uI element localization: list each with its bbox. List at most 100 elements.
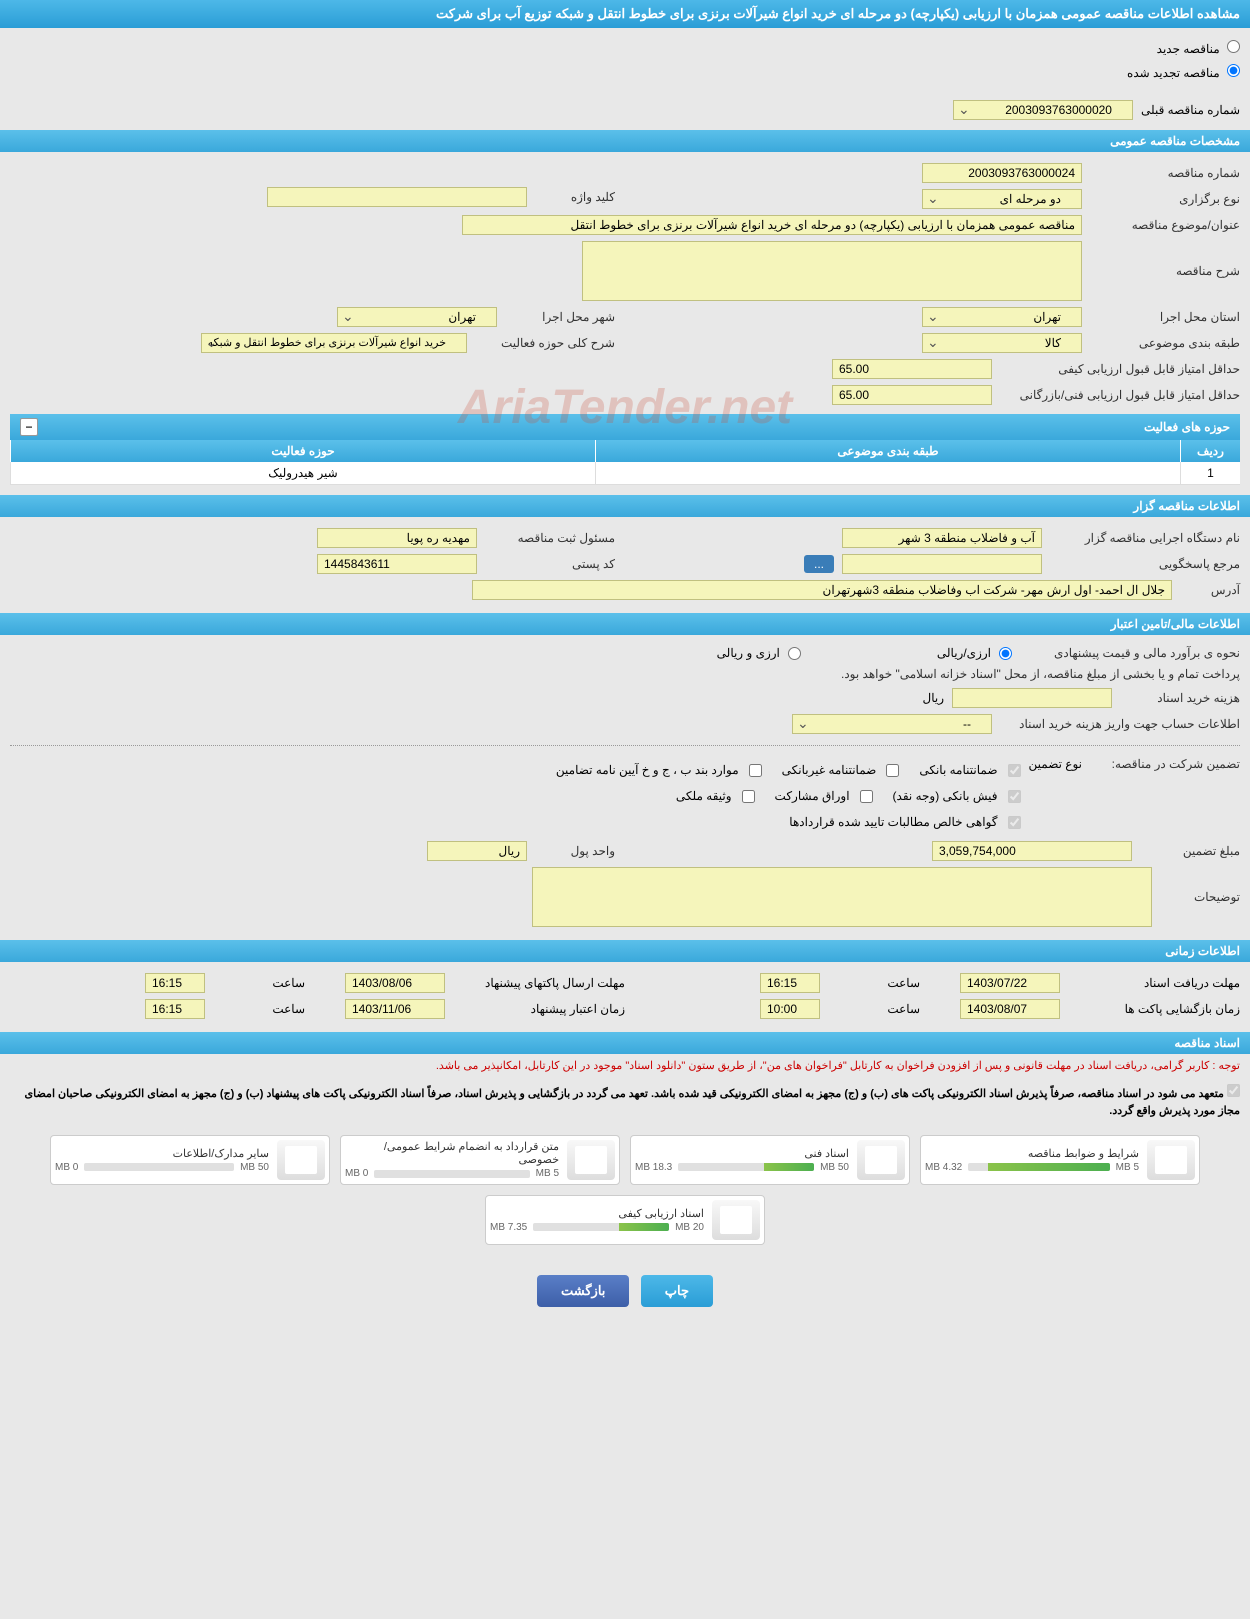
validity-label: زمان اعتبار پیشنهاد bbox=[531, 1002, 625, 1016]
doc-used: 7.35 MB bbox=[490, 1222, 527, 1233]
commitment-checkbox[interactable] bbox=[1227, 1084, 1240, 1097]
doc-progress bbox=[968, 1163, 1109, 1171]
chk-receivables[interactable] bbox=[1008, 816, 1021, 829]
chk-property[interactable] bbox=[742, 790, 755, 803]
chk-cash[interactable] bbox=[1008, 790, 1021, 803]
cell-row: 1 bbox=[1180, 462, 1240, 484]
section-organizer: اطلاعات مناقصه گزار bbox=[0, 495, 1250, 517]
doc-title: اسناد فنی bbox=[635, 1147, 849, 1162]
postal-field: 1445843611 bbox=[317, 554, 477, 574]
doc-receive-date[interactable]: 1403/07/22 bbox=[960, 973, 1060, 993]
tender-number-field: 2003093763000024 bbox=[922, 163, 1082, 183]
cell-activity: شیر هیدرولیک bbox=[10, 462, 595, 484]
registrar-label: مسئول ثبت مناقصه bbox=[485, 531, 615, 545]
holding-type-label: نوع برگزاری bbox=[1090, 192, 1240, 206]
prev-number-select[interactable]: 2003093763000020 bbox=[953, 100, 1133, 120]
address-field: جلال ال احمد- اول ارش مهر- شرکت اب وفاضل… bbox=[472, 580, 1172, 600]
document-item[interactable]: شرایط و ضوابط مناقصه 5 MB 4.32 MB bbox=[920, 1135, 1200, 1185]
doc-title: سایر مدارک/اطلاعات bbox=[55, 1147, 269, 1162]
chk-items[interactable] bbox=[749, 764, 762, 777]
tender-number-label: شماره مناقصه bbox=[1090, 166, 1240, 180]
description-field[interactable] bbox=[582, 241, 1082, 301]
section-financial: اطلاعات مالی/تامین اعتبار bbox=[0, 613, 1250, 635]
document-item[interactable]: متن قرارداد به انضمام شرایط عمومی/خصوصی … bbox=[340, 1135, 620, 1185]
more-button[interactable]: ... bbox=[804, 555, 834, 573]
document-item[interactable]: اسناد ارزیابی کیفی 20 MB 7.35 MB bbox=[485, 1195, 765, 1245]
notes-field[interactable] bbox=[532, 867, 1152, 927]
validity-date[interactable]: 1403/11/06 bbox=[345, 999, 445, 1019]
doc-total: 20 MB bbox=[675, 1222, 704, 1233]
account-info-select[interactable]: -- bbox=[792, 714, 992, 734]
col-activity: حوزه فعالیت bbox=[10, 440, 595, 462]
print-button[interactable]: چاپ bbox=[641, 1275, 713, 1307]
doc-cost-field[interactable] bbox=[952, 688, 1112, 708]
folder-icon bbox=[1147, 1140, 1195, 1180]
chk-receivables-label: گواهی خالص مطالبات تایید شده قراردادها bbox=[789, 815, 997, 829]
chk-bank[interactable] bbox=[1008, 764, 1021, 777]
exec-city-select[interactable]: تهران bbox=[337, 307, 497, 327]
account-info-label: اطلاعات حساب جهت واریز هزینه خرید اسناد bbox=[1000, 717, 1240, 731]
exec-province-select[interactable]: تهران bbox=[922, 307, 1082, 327]
doc-title: شرایط و ضوابط مناقصه bbox=[925, 1147, 1139, 1162]
min-tech-score-field[interactable]: 65.00 bbox=[832, 385, 992, 405]
doc-used: 0 MB bbox=[345, 1168, 368, 1179]
doc-total: 50 MB bbox=[240, 1162, 269, 1173]
chk-nonbank[interactable] bbox=[886, 764, 899, 777]
chk-bonds-label: اوراق مشاركت bbox=[775, 789, 850, 803]
currency-rial-label: ریال bbox=[922, 691, 944, 705]
doc-receive-time[interactable]: 16:15 bbox=[760, 973, 820, 993]
doc-used: 0 MB bbox=[55, 1162, 78, 1173]
black-notice: متعهد می شود در اسناد مناقصه، صرفاً پذیر… bbox=[25, 1088, 1240, 1118]
contact-label: مرجع پاسخگویی bbox=[1050, 557, 1240, 571]
chk-items-label: موارد بند ب ، ج و خ آیین نامه تضامین bbox=[556, 763, 739, 777]
envelope-send-time[interactable]: 16:15 bbox=[145, 973, 205, 993]
radio-new-tender[interactable] bbox=[1227, 40, 1240, 53]
subject-field[interactable]: مناقصه عمومی همزمان با ارزیابی (یکپارچه)… bbox=[462, 215, 1082, 235]
doc-receive-label: مهلت دریافت اسناد bbox=[1144, 976, 1240, 990]
doc-used: 4.32 MB bbox=[925, 1162, 962, 1173]
min-quality-score-field[interactable]: 65.00 bbox=[832, 359, 992, 379]
category-select[interactable]: کالا bbox=[922, 333, 1082, 353]
back-button[interactable]: بازگشت bbox=[537, 1275, 629, 1307]
activities-header: حوزه های فعالیت bbox=[1144, 420, 1230, 434]
chk-property-label: وثیقه ملكی bbox=[676, 789, 732, 803]
chk-cash-label: فیش بانکی (وجه نقد) bbox=[893, 789, 998, 803]
exec-city-label: شهر محل اجرا bbox=[505, 310, 615, 324]
category-label: طبقه بندی موضوعی bbox=[1090, 336, 1240, 350]
doc-title: اسناد ارزیابی کیفی bbox=[490, 1207, 704, 1222]
section-general: مشخصات مناقصه عمومی bbox=[0, 130, 1250, 152]
doc-progress bbox=[678, 1163, 814, 1171]
envelope-send-date[interactable]: 1403/08/06 bbox=[345, 973, 445, 993]
envelope-open-date[interactable]: 1403/08/07 bbox=[960, 999, 1060, 1019]
currency-unit-field: ریال bbox=[427, 841, 527, 861]
contact-field[interactable] bbox=[842, 554, 1042, 574]
col-category: طبقه بندی موضوعی bbox=[595, 440, 1180, 462]
envelope-send-label: مهلت ارسال پاکتهای پیشنهاد bbox=[485, 976, 625, 990]
radio-fx[interactable] bbox=[788, 647, 801, 660]
doc-total: 5 MB bbox=[1116, 1162, 1139, 1173]
doc-used: 18.3 MB bbox=[635, 1162, 672, 1173]
doc-total: 50 MB bbox=[820, 1162, 849, 1173]
radio-rial[interactable] bbox=[999, 647, 1012, 660]
org-name-label: نام دستگاه اجرایی مناقصه گزار bbox=[1050, 531, 1240, 545]
guarantee-amount-field[interactable]: 3,059,754,000 bbox=[932, 841, 1132, 861]
validity-time[interactable]: 16:15 bbox=[145, 999, 205, 1019]
org-name-field: آب و فاضلاب منطقه 3 شهر bbox=[842, 528, 1042, 548]
activity-desc-select[interactable]: خرید انواع شیرآلات برنزی برای خطوط انتقل… bbox=[201, 333, 467, 353]
keyword-field[interactable] bbox=[267, 187, 527, 207]
collapse-icon[interactable]: − bbox=[20, 418, 38, 436]
radio-fx-label: ارزی و ریالی bbox=[717, 646, 780, 660]
guarantee-label: تضمین شرکت در مناقصه: bbox=[1090, 757, 1240, 771]
envelope-open-time[interactable]: 10:00 bbox=[760, 999, 820, 1019]
section-documents: اسناد مناقصه bbox=[0, 1032, 1250, 1054]
description-label: شرح مناقصه bbox=[1090, 264, 1240, 278]
holding-type-select[interactable]: دو مرحله ای bbox=[922, 189, 1082, 209]
folder-icon bbox=[277, 1140, 325, 1180]
radio-renewed-tender[interactable] bbox=[1227, 64, 1240, 77]
chk-bonds[interactable] bbox=[860, 790, 873, 803]
document-item[interactable]: سایر مدارک/اطلاعات 50 MB 0 MB bbox=[50, 1135, 330, 1185]
exec-province-label: استان محل اجرا bbox=[1090, 310, 1240, 324]
document-item[interactable]: اسناد فنی 50 MB 18.3 MB bbox=[630, 1135, 910, 1185]
page-title: مشاهده اطلاعات مناقصه عمومی همزمان با ار… bbox=[0, 0, 1250, 28]
col-row: ردیف bbox=[1180, 440, 1240, 462]
